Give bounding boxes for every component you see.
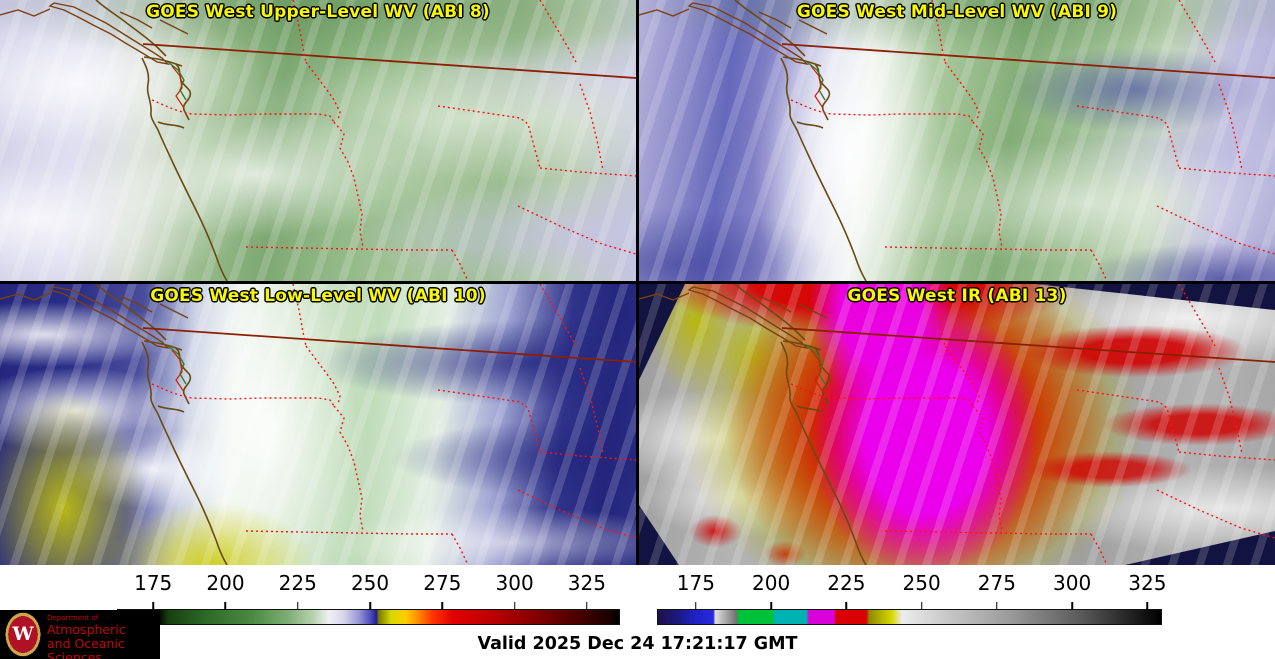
- wv-colorbar-gradient: [117, 609, 620, 625]
- colorbar-tick-label: 225: [278, 571, 317, 595]
- colorbar-tick-mark: [1071, 602, 1073, 610]
- ir-colorbar: 175 200 225 250 275 300 325: [657, 565, 1166, 631]
- colorbar-tick-mark: [996, 602, 998, 610]
- map-overlay-abi13: [639, 284, 1275, 565]
- panel-ir: GOES West IR (ABI 13): [639, 284, 1275, 565]
- panel-title-abi9: GOES West Mid-Level WV (ABI 9): [796, 2, 1118, 22]
- colorbar-tick-label: 250: [350, 571, 390, 595]
- panel-mid-level-wv: GOES West Mid-Level WV (ABI 9): [639, 0, 1275, 281]
- colorbar-tick-label: 175: [676, 571, 715, 595]
- colorbar-tick-mark: [152, 602, 154, 610]
- satellite-imagery-abi13: [639, 284, 1275, 565]
- colorbar-tick-mark: [586, 602, 588, 610]
- colorbar-tick-label: 300: [495, 571, 534, 595]
- wv-colorbar: 175 200 225 250 275 300 325: [117, 565, 620, 631]
- panel-upper-level-wv: GOES West Upper-Level WV (ABI 8): [0, 0, 636, 281]
- panel-title-abi10: GOES West Low-Level WV (ABI 10): [150, 286, 486, 306]
- logo-dept-line: Department of: [47, 614, 99, 622]
- colorbar-tick-mark: [695, 602, 697, 610]
- colorbar-tick-label: 300: [1053, 571, 1092, 595]
- colorbar-tick-label: 225: [827, 571, 866, 595]
- satellite-imagery-abi10: [0, 284, 636, 565]
- panel-title-abi8: GOES West Upper-Level WV (ABI 8): [146, 2, 490, 22]
- colorbar-tick-mark: [845, 602, 848, 610]
- colorbar-tick-mark: [224, 602, 227, 610]
- map-overlay-abi8: [0, 0, 636, 281]
- colorbar-tick-mark: [369, 602, 371, 610]
- colorbar-tick-mark: [297, 602, 299, 610]
- colorbar-tick-mark: [920, 602, 923, 610]
- uw-aos-logo: W Department of Atmospheric and Oceanic …: [0, 610, 160, 659]
- logo-line-1: Atmospheric: [47, 621, 126, 637]
- uw-aos-logo-text: Department of Atmospheric and Oceanic Sc…: [47, 614, 160, 659]
- satellite-imagery-abi8: [0, 0, 636, 281]
- colorbar-tick-mark: [1146, 602, 1149, 610]
- uw-crest-icon: W: [5, 612, 41, 657]
- map-overlay-abi9: [639, 0, 1275, 281]
- colorbar-tick-label: 200: [752, 571, 791, 595]
- panel-low-level-wv: GOES West Low-Level WV (ABI 10): [0, 284, 636, 565]
- valid-timestamp: Valid 2025 Dec 24 17:21:17 GMT: [477, 634, 798, 654]
- ir-colorbar-gradient: [657, 609, 1162, 625]
- colorbar-tick-mark: [770, 602, 772, 610]
- colorbar-tick-label: 200: [206, 571, 245, 595]
- panel-title-abi13: GOES West IR (ABI 13): [847, 286, 1067, 306]
- map-overlay-abi10: [0, 284, 636, 565]
- colorbar-tick-label: 175: [134, 571, 173, 595]
- colorbar-tick-mark: [441, 602, 444, 610]
- satellite-imagery-abi9: [639, 0, 1275, 281]
- colorbar-tick-label: 250: [902, 571, 941, 595]
- colorbar-tick-label: 275: [977, 571, 1016, 595]
- colorbar-tick-label: 275: [423, 571, 462, 595]
- logo-line-2: and Oceanic Sciences: [47, 635, 125, 659]
- colorbar-tick-label: 325: [567, 571, 606, 595]
- legend-footer: 175 200 225 250 275 300 325 175 200 225 250 275 300…: [0, 565, 1275, 659]
- colorbar-tick-label: 325: [1128, 571, 1167, 595]
- colorbar-tick-mark: [513, 602, 516, 610]
- uw-crest-w-letter: W: [12, 623, 34, 645]
